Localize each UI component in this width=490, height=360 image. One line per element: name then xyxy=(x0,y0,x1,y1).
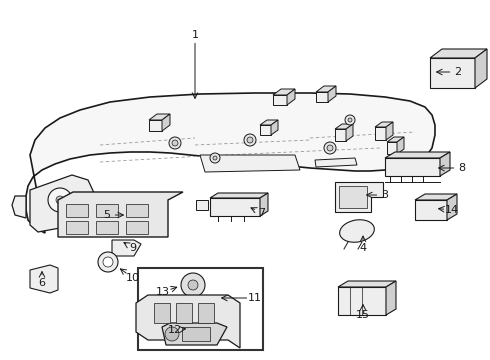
Polygon shape xyxy=(316,86,336,92)
Text: 11: 11 xyxy=(248,293,262,303)
Polygon shape xyxy=(260,120,278,125)
Polygon shape xyxy=(440,152,450,176)
Polygon shape xyxy=(58,192,183,237)
Polygon shape xyxy=(210,193,268,198)
Text: 5: 5 xyxy=(103,210,111,220)
Polygon shape xyxy=(475,49,487,88)
Polygon shape xyxy=(447,194,457,220)
Polygon shape xyxy=(260,193,268,216)
Circle shape xyxy=(169,137,181,149)
Circle shape xyxy=(188,280,198,290)
Polygon shape xyxy=(386,281,396,315)
Polygon shape xyxy=(346,124,353,141)
Text: 13: 13 xyxy=(156,287,170,297)
Bar xyxy=(339,186,367,208)
Polygon shape xyxy=(315,158,357,167)
Polygon shape xyxy=(200,155,300,172)
Circle shape xyxy=(327,145,333,151)
Text: 15: 15 xyxy=(356,310,370,320)
Text: 3: 3 xyxy=(382,190,389,200)
Polygon shape xyxy=(338,281,396,287)
Polygon shape xyxy=(338,287,386,315)
Polygon shape xyxy=(387,142,397,154)
Polygon shape xyxy=(335,182,383,212)
Polygon shape xyxy=(415,194,457,200)
Polygon shape xyxy=(30,265,58,293)
Circle shape xyxy=(213,156,217,160)
Polygon shape xyxy=(260,125,271,135)
Polygon shape xyxy=(385,152,450,158)
Bar xyxy=(196,200,208,210)
Bar xyxy=(154,303,170,323)
Bar xyxy=(96,221,118,234)
Ellipse shape xyxy=(340,220,374,242)
Text: 6: 6 xyxy=(39,278,46,288)
Bar xyxy=(66,221,88,234)
Polygon shape xyxy=(375,127,386,140)
Bar xyxy=(66,204,88,217)
Polygon shape xyxy=(430,58,475,88)
Circle shape xyxy=(345,115,355,125)
Polygon shape xyxy=(335,129,346,141)
Circle shape xyxy=(210,153,220,163)
Polygon shape xyxy=(112,240,141,256)
Polygon shape xyxy=(273,95,287,105)
Polygon shape xyxy=(149,114,170,120)
Circle shape xyxy=(98,252,118,272)
Polygon shape xyxy=(271,120,278,135)
Polygon shape xyxy=(136,295,240,348)
Bar xyxy=(96,204,118,217)
Circle shape xyxy=(348,118,352,122)
Circle shape xyxy=(244,134,256,146)
Polygon shape xyxy=(430,49,487,58)
Circle shape xyxy=(56,196,64,204)
Circle shape xyxy=(172,140,178,146)
Text: 2: 2 xyxy=(454,67,462,77)
Text: 10: 10 xyxy=(126,273,140,283)
Polygon shape xyxy=(386,122,393,140)
Text: 8: 8 xyxy=(459,163,466,173)
Polygon shape xyxy=(162,114,170,131)
Text: 7: 7 xyxy=(258,208,266,218)
Polygon shape xyxy=(415,200,447,220)
Text: 4: 4 xyxy=(360,243,367,253)
Polygon shape xyxy=(335,124,353,129)
Bar xyxy=(126,221,148,234)
Polygon shape xyxy=(375,122,393,127)
Bar xyxy=(126,204,148,217)
Bar xyxy=(176,303,192,323)
Text: 12: 12 xyxy=(168,325,182,335)
Polygon shape xyxy=(273,89,295,95)
Polygon shape xyxy=(387,137,404,142)
Polygon shape xyxy=(316,92,328,102)
Text: 9: 9 xyxy=(129,243,137,253)
Text: 1: 1 xyxy=(192,30,198,40)
Polygon shape xyxy=(385,158,440,176)
Polygon shape xyxy=(287,89,295,105)
Polygon shape xyxy=(30,175,95,232)
Circle shape xyxy=(181,273,205,297)
Circle shape xyxy=(324,142,336,154)
Bar xyxy=(138,268,263,350)
Text: 14: 14 xyxy=(445,205,459,215)
Polygon shape xyxy=(328,86,336,102)
Polygon shape xyxy=(149,120,162,131)
Polygon shape xyxy=(162,323,227,345)
Circle shape xyxy=(48,188,72,212)
Bar xyxy=(198,303,214,323)
Polygon shape xyxy=(12,196,26,218)
Polygon shape xyxy=(26,93,435,233)
Polygon shape xyxy=(210,198,260,216)
Polygon shape xyxy=(397,137,404,154)
Circle shape xyxy=(247,137,253,143)
Circle shape xyxy=(165,327,179,341)
Circle shape xyxy=(103,257,113,267)
Bar xyxy=(182,327,210,341)
